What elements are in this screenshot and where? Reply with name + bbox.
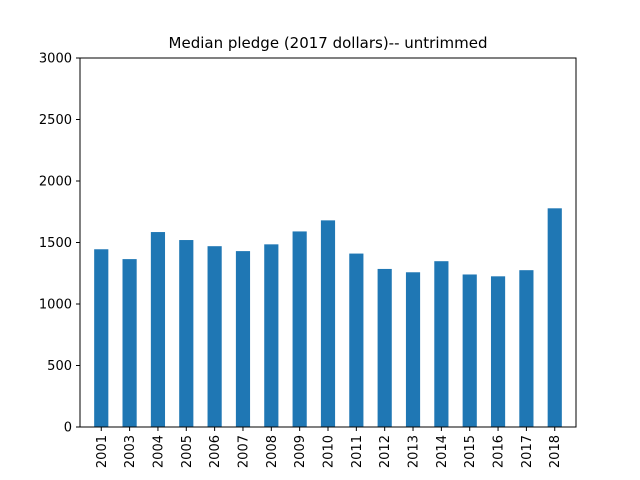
x-tick-label-2017: 2017	[520, 435, 535, 468]
y-tick-label: 3000	[39, 52, 72, 67]
x-tick-label-2016: 2016	[492, 435, 507, 468]
bar-2001	[94, 249, 109, 427]
bar-2014	[434, 261, 449, 427]
x-axis: 2001 2003 2004 2005 2006 2007 2008 2009 2010 2011…	[95, 427, 563, 468]
bar-2013	[405, 272, 421, 427]
y-tick-label: 500	[47, 359, 72, 374]
bar-2018	[547, 208, 562, 427]
y-tick-label: 0	[64, 421, 72, 436]
bar-2012	[377, 268, 392, 427]
x-tick-label-2015: 2015	[463, 435, 478, 468]
bar-2006	[207, 246, 222, 427]
y-tick-label: 2500	[39, 113, 72, 128]
bar-2007	[235, 251, 251, 427]
y-axis: 0 500 1000 1500 2000 2500 3000	[39, 52, 80, 436]
x-tick-label-2013: 2013	[407, 435, 422, 468]
bar-2017	[519, 270, 534, 427]
y-tick-label: 1500	[39, 236, 72, 251]
x-tick-label-2008: 2008	[265, 435, 280, 468]
x-tick-label-2010: 2010	[322, 435, 337, 468]
chart-title: Median pledge (2017 dollars)-- untrimmed	[169, 34, 488, 52]
bar-2004	[150, 232, 166, 427]
y-tick-label: 2000	[39, 175, 72, 190]
bar-2008	[264, 244, 279, 427]
x-tick-label-2011: 2011	[350, 435, 365, 468]
bar-2009	[292, 231, 307, 427]
x-tick-label-2001: 2001	[95, 435, 110, 468]
y-tick-label: 1000	[39, 298, 72, 313]
x-tick-label-2003: 2003	[123, 435, 138, 468]
bar-2005	[179, 240, 194, 427]
x-tick-label-2009: 2009	[293, 435, 308, 468]
x-tick-label-2012: 2012	[378, 435, 393, 468]
x-tick-label-2018: 2018	[548, 435, 563, 468]
bar-2010	[320, 220, 336, 427]
x-tick-label-2007: 2007	[236, 435, 251, 468]
x-tick-label-2004: 2004	[151, 435, 166, 468]
bar-2016	[490, 276, 506, 427]
bar-2011	[349, 253, 364, 427]
x-tick-label-2005: 2005	[180, 435, 195, 468]
bar-2015	[462, 274, 477, 427]
bar-2003	[122, 259, 137, 427]
bars-group	[94, 208, 562, 427]
x-tick-label-2006: 2006	[208, 435, 223, 468]
x-tick-label-2014: 2014	[435, 435, 450, 468]
